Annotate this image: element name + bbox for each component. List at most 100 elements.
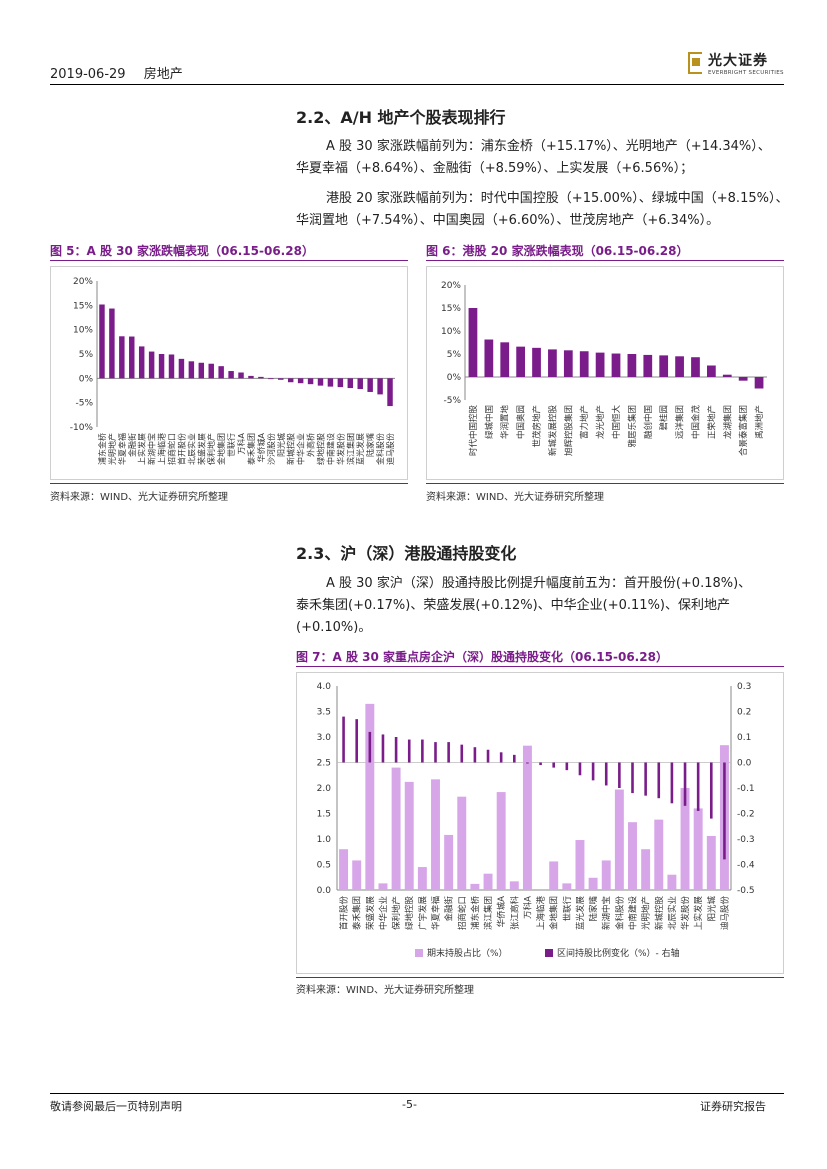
fig5-bar: [178, 358, 185, 379]
fig7-change-bar: [447, 742, 450, 763]
fig7-left-tick: 3.5: [317, 708, 331, 718]
fig7-right-tick: 0.2: [737, 708, 751, 718]
fig7-x-label: 广宇发展: [417, 896, 428, 931]
fig7-holding-bar: [352, 860, 362, 890]
fig7-x-label: 华发股份: [680, 896, 691, 931]
fig6-y-tick: 10%: [441, 327, 461, 337]
fig5-bar: [258, 376, 264, 379]
fig7-change-bar: [526, 762, 529, 764]
fig7-change-bar: [710, 762, 713, 819]
fig7-change-bar: [473, 747, 477, 763]
fig6-x-label: 禹洲地产: [754, 405, 765, 439]
fig7-change-bar: [618, 762, 621, 788]
fig7-right-tick: -0.5: [737, 886, 755, 896]
fig7-change-bar: [670, 762, 674, 804]
fig7-change-bar: [421, 739, 424, 763]
fig7-x-label: 金地集团: [549, 896, 560, 930]
fig5-x-label: 光明地产: [107, 433, 117, 465]
fig7-title: 图 7：A 股 30 家重点房企沪（深）股通持股变化（06.15-06.28）: [296, 650, 668, 664]
fig5-x-label: 金融街: [127, 433, 137, 457]
section-2-3-title: 2.3、沪（深）港股通持股变化: [296, 544, 517, 563]
fig7-change-bar: [355, 719, 358, 763]
fig7-x-label: 荣盛发展: [365, 896, 376, 931]
footer-page-number: -5-: [402, 1098, 417, 1111]
fig5-x-label: 中南建设: [325, 433, 335, 465]
fig7-holding-bar: [693, 808, 703, 890]
fig7-change-bar: [499, 752, 503, 763]
fig6-bar: [563, 350, 573, 377]
fig6-x-label: 中国金茂: [690, 405, 701, 440]
fig7-chart: 0.0 0.5 1.0 1.5 2.0 2.5 3.0 3.5 4.0 -0.5 -0.4 -0.3 -…: [296, 672, 784, 974]
fig7-left-tick: 3.0: [317, 733, 332, 743]
fig7-x-label: 华夏幸福: [431, 896, 442, 930]
fig6-x-label: 融创中国: [643, 405, 654, 439]
fig7-change-bar: [368, 731, 372, 763]
fig7-change-bar: [342, 716, 345, 763]
fig5-title-rule: [50, 260, 408, 261]
fig7-holding-bar: [457, 796, 467, 890]
fig5-x-label: 金科股份: [375, 433, 385, 465]
fig6-x-label: 绿城中国: [484, 405, 495, 439]
fig7-right-tick: -0.3: [737, 835, 755, 845]
fig7-change-bar: [644, 762, 647, 796]
fig7-holding-bar: [575, 840, 585, 890]
fig7-holding-bar: [365, 703, 375, 890]
header-date-section: 2019-06-29 房地产: [50, 63, 183, 82]
fig7-change-bar: [407, 739, 411, 763]
fig5-x-label: 新湖中宝: [147, 433, 157, 465]
fig7-change-bar: [539, 762, 542, 766]
fig5-bar: [99, 304, 105, 379]
fig6-title: 图 6：港股 20 家涨跌幅表现（06.15-06.28）: [426, 244, 689, 258]
section-2-2-title: 2.2、A/H 地产个股表现排行: [296, 108, 506, 127]
fig5-y-tick: 0%: [79, 374, 94, 384]
fig7-x-label: 浦东金桥: [470, 896, 481, 931]
fig7-x-label: 上实发展: [693, 896, 704, 931]
fig6-x-label: 世茂房地产: [532, 405, 543, 448]
fig5-x-label: 陆家嘴: [365, 433, 375, 457]
fig5-bar: [188, 361, 195, 379]
fig6-bar: [659, 355, 669, 377]
fig5-x-label: 上实发展: [137, 433, 147, 465]
fig7-holding-bar: [339, 849, 349, 890]
fig7-legend-holding: 期末持股占比（%）: [427, 947, 508, 959]
fig5-bar: [317, 378, 324, 386]
fig7-holding-bar: [378, 883, 388, 890]
fig7-holding-bar: [680, 788, 690, 890]
fig7-holding-bar: [522, 745, 532, 890]
fig7-x-label: 上海临港: [536, 896, 547, 931]
fig7-x-label: 新湖中宝: [601, 896, 612, 930]
fig7-x-label: 世联行: [562, 896, 573, 922]
fig7-change-bar: [631, 762, 634, 794]
fig5-x-label: 新城控股: [286, 433, 296, 465]
fig6-bar: [595, 352, 605, 377]
fig5-x-label: 华夏幸福: [117, 433, 127, 465]
fig5-y-tick: -5%: [75, 399, 93, 409]
logo-en-text: EVERBRIGHT SECURITIES: [708, 70, 784, 76]
fig5-x-label: 沙河股份: [266, 433, 276, 465]
fig6-x-label: 旭辉控股集团: [563, 405, 574, 456]
fig6-title-rule: [426, 260, 784, 261]
fig7-x-label: 中南建设: [628, 896, 639, 931]
fig6-bar: [675, 356, 684, 377]
fig5-bar: [377, 378, 383, 395]
fig5-x-label: 保利地产: [206, 433, 216, 465]
sec22-para1-line1: A 股 30 家涨跌幅前列为：浦东金桥（+15.17%）、光明地产（+14.34…: [326, 139, 771, 154]
fig6-y-tick: 20%: [441, 281, 461, 291]
fig5-bar: [228, 371, 234, 379]
fig5-bar: [337, 378, 344, 388]
fig7-holding-bar: [601, 860, 611, 890]
fig5-x-label: 上海临港: [157, 433, 167, 465]
fig5-svg: -10%-5%0%5%10%15%20%浦东金桥 光明地产 华夏幸福 金融街 上实发展新…: [70, 277, 395, 465]
fig5-bar: [357, 378, 363, 390]
fig7-x-label: 保利地产: [391, 896, 402, 930]
fig6-bar: [706, 365, 716, 377]
fig5-y-tick: 15%: [73, 301, 93, 311]
fig5-x-label: 招商蛇口: [167, 433, 177, 465]
fig5-x-label: 北辰实业: [186, 433, 196, 465]
fig7-x-label: 张江高科: [509, 896, 520, 931]
fig6-bar: [500, 342, 510, 377]
fig7-change-bar: [486, 749, 490, 763]
fig6-y-tick: 15%: [441, 304, 461, 314]
fig5-bar: [287, 378, 294, 383]
fig7-holding-bar: [562, 883, 572, 890]
